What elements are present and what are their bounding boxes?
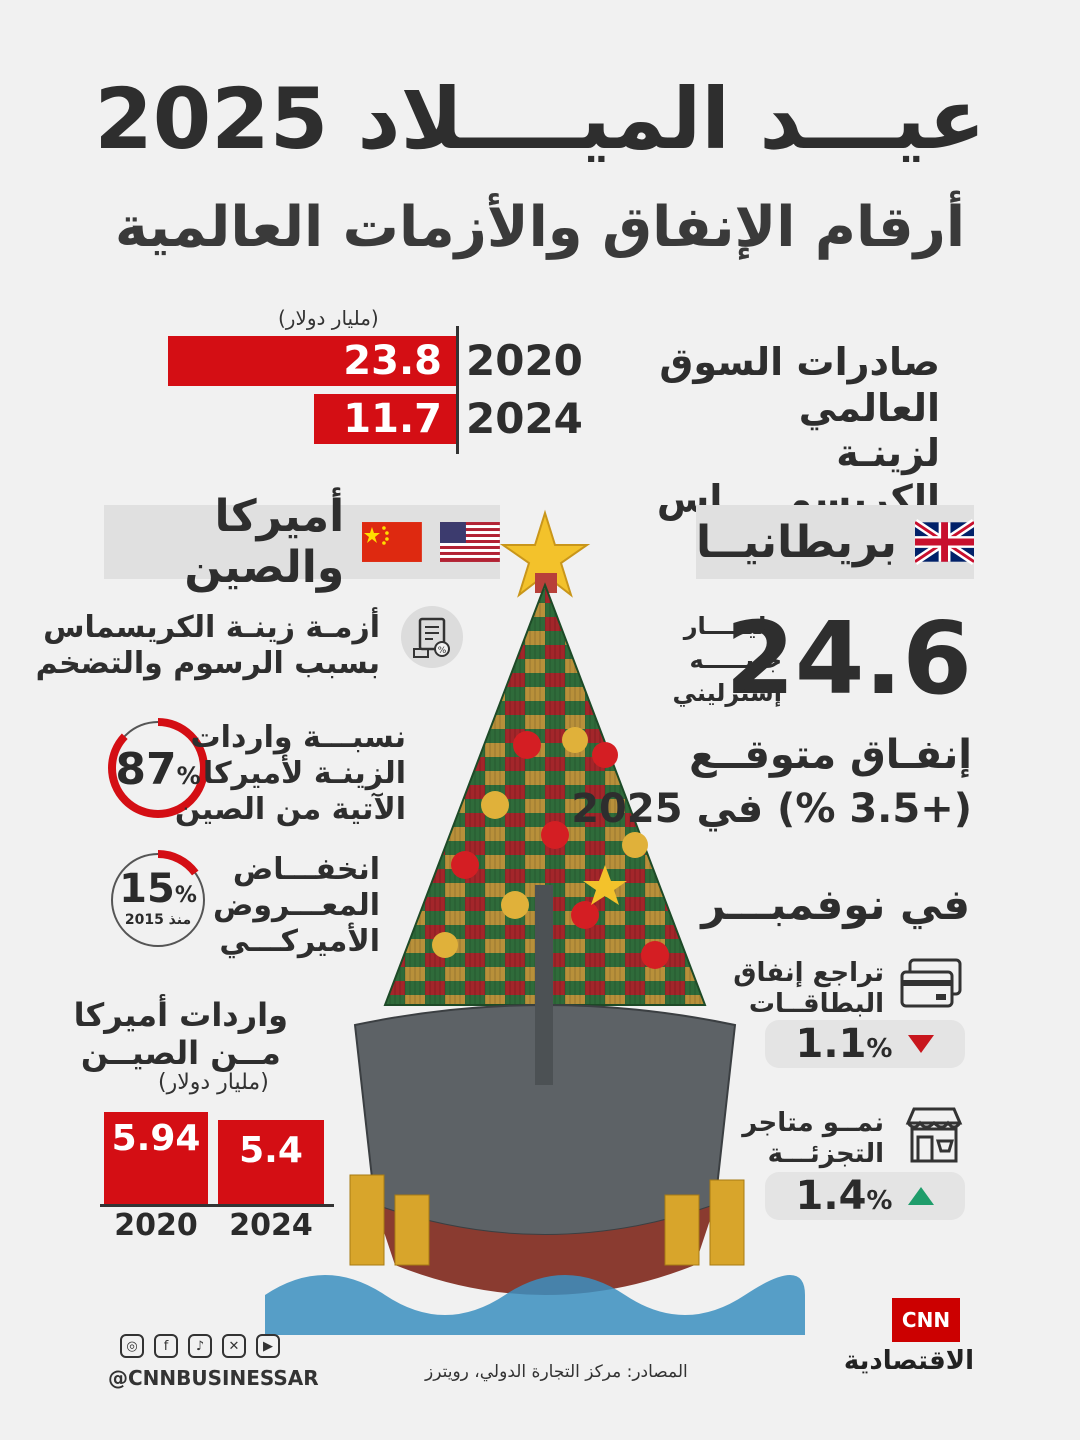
uk-cards-value: 1.1% [795,1021,893,1067]
uk-big-number: 24.6 [725,600,972,717]
uk-retail-label: نمــو متاجر التجزئـــة [742,1108,884,1170]
imports-share-ring [108,718,208,818]
cnn-logo: CNN [892,1298,960,1342]
tiktok-icon[interactable]: ♪ [188,1334,212,1358]
supply-drop-ring [108,850,208,950]
x-icon[interactable]: ✕ [222,1334,246,1358]
china-flag-icon [362,522,423,562]
exports-label: صادرات السوق العالمي لزينـة الكريسمـــــ… [656,340,940,521]
youtube-icon[interactable]: ▶ [256,1334,280,1358]
imports-share-value: 87% [115,744,201,795]
uk-retail-value-box: 1.4% [765,1172,965,1220]
us-china-heading: أميركا والصين [104,491,500,593]
supply-drop-label: انخفـــاض المعـــروض الأميركـــي [212,852,380,959]
us-imports-bar-2020-value: 5.94 [111,1118,201,1159]
exports-axis [456,326,459,454]
imports-share-label: نسبـــة واردات الزينـة لأميركا الآتية من… [174,720,406,827]
cnn-logo-text: الاقتصادية [843,1346,974,1376]
uk-november-heading: في نوفمبـــر [701,880,970,929]
social-icons: ◎ f ♪ ✕ ▶ [110,1334,280,1358]
supply-drop-value: 15% [119,866,197,912]
ornaments [432,727,669,969]
social-handle: @CNNBUSINESSAR [108,1366,319,1390]
us-china-heading-text: أميركا والصين [184,491,345,593]
uk-spend: إنفـاق متوقــع (+3.5 %) في 2025 [571,732,972,832]
invoice-tax-icon: % [401,606,463,668]
credit-card-icon [900,958,962,1008]
supply-drop-since: منذ 2015 [124,912,192,928]
exports-bar-2020-value: 23.8 [343,338,442,384]
uk-heading: بريطانيــا [696,505,974,579]
uk-cards-label: تراجع إنفاق البطاقــات [733,958,884,1020]
svg-text:%: % [438,646,447,656]
uk-flag-icon [914,519,974,565]
uk-unit: مليـــــار جنيـــــه إسترليني [672,612,782,708]
gold-coins [349,1174,745,1266]
exports-unit: (مليار دولار) [278,306,379,330]
us-imports-year-2020: 2020 [114,1208,198,1243]
storefront-icon [905,1107,963,1163]
us-flag-icon [440,522,500,562]
us-imports-year-2024: 2024 [229,1208,313,1243]
us-crisis-text: أزمـة زينـة الكريسماس بسبب الرسوم والتضخ… [35,610,380,681]
us-imports-unit: (مليار دولار) [158,1070,269,1095]
exports-bar-2024-value: 11.7 [343,396,442,442]
page-subtitle: أرقام الإنفاق والأزمات العالمية [114,195,966,260]
us-imports-bar-2020: 5.94 [104,1112,208,1204]
down-arrow-icon [908,1035,935,1053]
christmas-tree-ship-illustration [265,509,805,1335]
up-arrow-icon [908,1187,935,1205]
exports-year-2020: 2020 [466,336,583,385]
us-imports-title: واردات أميركا مــن الصيــن [73,996,288,1073]
uk-cards-value-box: 1.1% [765,1020,965,1068]
exports-bar-2020: 23.8 [168,336,456,386]
uk-heading-text: بريطانيــا [696,516,897,568]
exports-bar-2024: 11.7 [314,394,456,444]
page-title: عيـــد الميــــلاد 2025 [94,70,986,168]
us-imports-baseline [100,1204,334,1207]
instagram-icon[interactable]: ◎ [120,1334,144,1358]
facebook-icon[interactable]: f [154,1334,178,1358]
us-imports-bar-2024-value: 5.4 [239,1130,303,1172]
sources: المصادر: مركز التجارة الدولي، رويترز [425,1362,688,1382]
exports-year-2024: 2024 [466,394,583,443]
us-imports-bar-2024: 5.4 [218,1120,324,1204]
uk-retail-value: 1.4% [795,1173,893,1219]
